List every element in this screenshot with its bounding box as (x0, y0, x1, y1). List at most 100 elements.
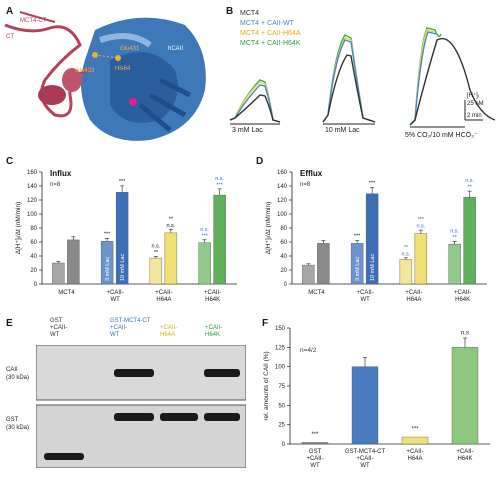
significance-label: n.s. ** (151, 243, 160, 256)
protein-structure-image (4, 11, 206, 141)
x-category-label: +CAII-H64K (204, 290, 221, 303)
y-tick-label: 20 (30, 268, 37, 274)
y-tick-label: 80 (30, 226, 37, 232)
chart-title: Efflux (300, 169, 323, 178)
legend-caii-h64k: MCT4 + CAII-H64K (240, 40, 301, 47)
bar (52, 262, 65, 285)
label-his64: His64 (115, 66, 131, 72)
blot-header-wt: GST-MCT4-CT +CAII- WT (110, 318, 151, 338)
x-category-label: +CAII-H64A (405, 290, 422, 303)
x-category-label: +CAII-H64A (406, 449, 423, 462)
bar (414, 233, 428, 285)
bar (67, 239, 80, 285)
bar-inner-label: 10 mM Lac (120, 254, 126, 281)
influx-bar-chart: 0 20 40 60 80 100 120 140 160 Δ[H⁺]ᵢ/Δt (nM/min) I… (15, 169, 237, 303)
legend-mct4: MCT4 (240, 10, 260, 17)
bar (164, 232, 178, 285)
y-tick-label: 40 (280, 254, 287, 260)
significance-label: *** (119, 179, 126, 185)
y-tick-label: 80 (280, 226, 287, 232)
y-tick-label: 60 (30, 240, 37, 246)
panel-label-b: B (226, 6, 234, 17)
y-tick-label: 100 (275, 365, 286, 371)
x-category-label: GST-MCT4-CT +CAII-WT (345, 449, 386, 469)
significance-label: n.s. *** (215, 176, 224, 189)
scale-val: 25 nM (467, 101, 484, 107)
bar (399, 259, 413, 285)
label-mct4-ct: MCT4-CT (20, 18, 47, 24)
label-glu431: Glu431 (120, 46, 140, 52)
blot-header-h64k: +CAII- H64K (205, 325, 223, 338)
significance-label: n.s (461, 331, 469, 337)
blot-row-caii: CAII (30 kDa) (6, 367, 30, 381)
y-tick-label: 120 (277, 198, 288, 204)
blot-header-gst: GST +CAII- WT (50, 318, 68, 338)
y-tick-label: 140 (277, 184, 288, 190)
efflux-bar-chart: 0 20 40 60 80 100 120 140 160 Δ[H⁺]ᵢ/Δt (nM/min) E… (265, 169, 487, 303)
panel-label-d: D (256, 156, 264, 167)
y-axis-label: rel. amounts of CAII (%) (263, 351, 270, 420)
scale-conc: [H⁺]ᵢ (467, 93, 479, 99)
y-axis-label: Δ[H⁺]ᵢ/Δt (nM/min) (265, 202, 272, 255)
n-label: n=8 (50, 182, 61, 188)
y-tick-label: 0 (34, 282, 38, 288)
bar-inner-label: 10 mM Lac (370, 254, 376, 281)
scale-time: 2 min (467, 113, 482, 119)
bar (198, 242, 211, 285)
y-tick-label: 160 (27, 170, 38, 176)
y-tick-label: 125 (275, 345, 286, 351)
label-co2-hco3: 5% CO₂/10 mM HCO₃⁻ (405, 132, 478, 139)
significance-label: *** (104, 231, 111, 237)
y-tick-label: 0 (282, 442, 286, 448)
bar (213, 194, 226, 285)
bar (302, 264, 315, 285)
ph-traces-chart (229, 27, 496, 128)
significance-label: *** (411, 426, 419, 432)
significance-label: n.s. ** (465, 178, 474, 191)
bar (351, 366, 379, 445)
label-10mm-lac: 10 mM Lac (325, 127, 360, 134)
bar-inner-label: 3 mM Lac (105, 257, 111, 281)
panel-label-e: E (6, 318, 13, 329)
y-tick-label: 20 (280, 268, 287, 274)
caii-amount-bar-chart: 0 25 50 75 100 125 150 rel. amounts of CAII (%)… (263, 326, 490, 469)
western-blot-image (36, 345, 246, 468)
x-category-label: +CAII-H64K (454, 290, 471, 303)
significance-label: n.s. *** (200, 227, 209, 240)
y-tick-label: 160 (277, 170, 288, 176)
x-category-label: MCT4 (58, 290, 75, 296)
x-category-label: +CAII-H64K (456, 449, 473, 462)
label-ct: CT (6, 34, 14, 40)
x-category-label: +CAII-H64A (155, 290, 172, 303)
panel-label-f: F (262, 318, 269, 329)
y-tick-label: 0 (284, 282, 288, 288)
panel-label-c: C (6, 156, 14, 167)
label-glu433: Glu433 (75, 68, 95, 74)
legend-caii-wt: MCT4 + CAII-WT (240, 20, 294, 27)
significance-label: *** (354, 234, 361, 240)
significance-label: ** n.s. (401, 245, 410, 258)
y-tick-label: 150 (275, 326, 286, 332)
x-category-label: MCT4 (308, 290, 325, 296)
bar (149, 257, 163, 285)
y-axis-label: Δ[H⁺]ᵢ/Δt (nM/min) (15, 202, 22, 255)
blot-header-h64a: +CAII- H64A (160, 325, 178, 338)
n-label: n=4/2 (300, 347, 317, 354)
y-tick-label: 120 (27, 198, 38, 204)
significance-label: *** (369, 180, 376, 186)
chart-title: Influx (50, 169, 72, 178)
x-category-label: +CAII-WT (357, 290, 374, 303)
bar (448, 243, 461, 285)
y-tick-label: 50 (278, 403, 285, 409)
legend-caii-h64a: MCT4 + CAII-H64A (240, 30, 301, 37)
y-tick-label: 140 (27, 184, 38, 190)
blot-row-gst: GST (30 kDa) (6, 417, 30, 431)
y-tick-label: 25 (278, 423, 285, 429)
bar (115, 192, 129, 285)
chart-f-container: 0 25 50 75 100 125 150 rel. amounts of CAII (%)… (250, 312, 500, 473)
n-label: n=8 (300, 182, 311, 188)
significance-label: n.s. ** (450, 228, 459, 241)
y-tick-label: 60 (280, 240, 287, 246)
y-tick-label: 100 (27, 212, 38, 218)
bar (301, 442, 329, 445)
